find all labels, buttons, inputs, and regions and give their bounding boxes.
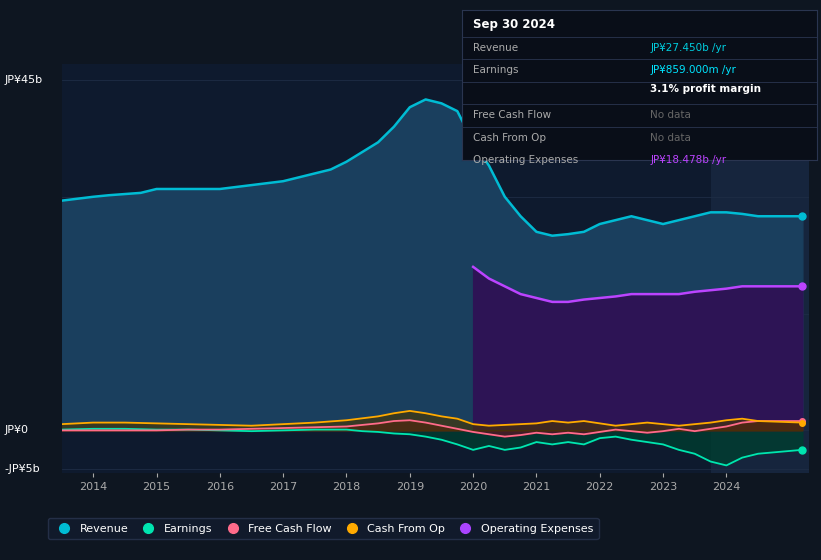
- Legend: Revenue, Earnings, Free Cash Flow, Cash From Op, Operating Expenses: Revenue, Earnings, Free Cash Flow, Cash …: [48, 518, 599, 539]
- Text: JP¥859.000m /yr: JP¥859.000m /yr: [650, 66, 736, 75]
- Text: Cash From Op: Cash From Op: [473, 133, 546, 143]
- Text: 3.1% profit margin: 3.1% profit margin: [650, 84, 761, 94]
- Text: Earnings: Earnings: [473, 66, 518, 75]
- Text: No data: No data: [650, 133, 691, 143]
- Text: JP¥18.478b /yr: JP¥18.478b /yr: [650, 155, 727, 165]
- Text: -JP¥5b: -JP¥5b: [4, 464, 39, 474]
- Text: Operating Expenses: Operating Expenses: [473, 155, 578, 165]
- Text: JP¥0: JP¥0: [4, 426, 28, 435]
- Text: Sep 30 2024: Sep 30 2024: [473, 18, 555, 31]
- Text: No data: No data: [650, 110, 691, 120]
- Text: Revenue: Revenue: [473, 43, 518, 53]
- Text: JP¥45b: JP¥45b: [4, 75, 42, 85]
- Text: Free Cash Flow: Free Cash Flow: [473, 110, 551, 120]
- Bar: [710, 64, 809, 473]
- Text: JP¥27.450b /yr: JP¥27.450b /yr: [650, 43, 727, 53]
